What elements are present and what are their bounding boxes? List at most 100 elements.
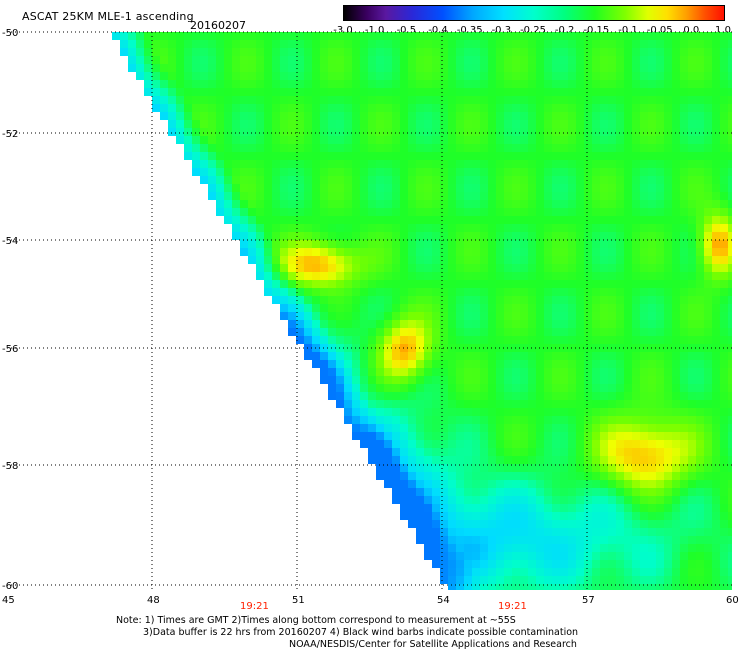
- swath-cell: [376, 336, 384, 344]
- swath-cell: [568, 304, 576, 312]
- swath-cell: [368, 352, 376, 360]
- swath-cell: [224, 200, 232, 208]
- swath-cell: [496, 528, 504, 536]
- swath-cell: [192, 128, 200, 136]
- swath-cell: [568, 32, 576, 40]
- swath-cell: [312, 128, 320, 136]
- swath-cell: [664, 64, 672, 72]
- swath-cell: [368, 224, 376, 232]
- swath-cell: [352, 192, 360, 200]
- swath-cell: [160, 64, 168, 72]
- swath-cell: [376, 384, 384, 392]
- swath-cell: [320, 328, 328, 336]
- swath-cell: [632, 440, 640, 448]
- swath-cell: [392, 312, 400, 320]
- swath-cell: [360, 152, 368, 160]
- swath-cell: [304, 152, 312, 160]
- swath-cell: [264, 264, 272, 272]
- swath-cell: [688, 464, 696, 472]
- swath-cell: [664, 360, 672, 368]
- swath-cell: [712, 56, 720, 64]
- swath-cell: [696, 200, 704, 208]
- swath-cell: [224, 88, 232, 96]
- swath-cell: [584, 464, 592, 472]
- swath-cell: [512, 352, 520, 360]
- swath-cell: [528, 152, 536, 160]
- swath-cell: [568, 104, 576, 112]
- swath-cell: [288, 120, 296, 128]
- swath-cell: [552, 248, 560, 256]
- swath-cell: [600, 112, 608, 120]
- swath-cell: [464, 576, 472, 584]
- swath-cell: [592, 248, 600, 256]
- swath-cell: [432, 216, 440, 224]
- swath-cell: [624, 392, 632, 400]
- swath-cell: [176, 40, 184, 48]
- swath-cell: [272, 136, 280, 144]
- swath-cell: [672, 48, 680, 56]
- swath-cell: [616, 168, 624, 176]
- swath-cell: [600, 96, 608, 104]
- swath-cell: [688, 72, 696, 80]
- swath-cell: [344, 376, 352, 384]
- swath-cell: [720, 184, 728, 192]
- swath-cell: [424, 280, 432, 288]
- swath-cell: [640, 104, 648, 112]
- swath-cell: [728, 448, 732, 456]
- swath-cell: [584, 376, 592, 384]
- swath-cell: [432, 376, 440, 384]
- swath-cell: [592, 208, 600, 216]
- swath-cell: [416, 232, 424, 240]
- swath-cell: [328, 360, 336, 368]
- swath-cell: [504, 400, 512, 408]
- swath-cell: [496, 104, 504, 112]
- swath-cell: [424, 392, 432, 400]
- swath-cell: [696, 248, 704, 256]
- swath-cell: [704, 360, 712, 368]
- swath-cell: [288, 96, 296, 104]
- swath-cell: [280, 56, 288, 64]
- swath-cell: [568, 576, 576, 584]
- swath-cell: [464, 424, 472, 432]
- swath-cell: [456, 296, 464, 304]
- swath-cell: [696, 352, 704, 360]
- swath-cell: [336, 128, 344, 136]
- swath-cell: [416, 504, 424, 512]
- swath-cell: [624, 488, 632, 496]
- swath-cell: [640, 88, 648, 96]
- swath-cell: [664, 112, 672, 120]
- swath-cell: [400, 232, 408, 240]
- swath-cell: [296, 192, 304, 200]
- swath-cell: [408, 320, 416, 328]
- swath-cell: [448, 96, 456, 104]
- swath-cell: [728, 456, 732, 464]
- swath-cell: [712, 208, 720, 216]
- swath-cell: [344, 208, 352, 216]
- swath-cell: [240, 80, 248, 88]
- swath-cell: [416, 96, 424, 104]
- swath-cell: [336, 304, 344, 312]
- swath-cell: [488, 528, 496, 536]
- swath-cell: [488, 224, 496, 232]
- swath-cell: [184, 104, 192, 112]
- swath-cell: [584, 440, 592, 448]
- swath-cell: [720, 160, 728, 168]
- swath-cell: [560, 384, 568, 392]
- swath-cell: [280, 272, 288, 280]
- swath-cell: [528, 376, 536, 384]
- swath-cell: [512, 120, 520, 128]
- swath-cell: [400, 32, 408, 40]
- swath-cell: [456, 112, 464, 120]
- swath-cell: [720, 200, 728, 208]
- swath-cell: [280, 152, 288, 160]
- swath-cell: [656, 72, 664, 80]
- swath-cell: [560, 40, 568, 48]
- swath-cell: [152, 96, 160, 104]
- swath-cell: [520, 472, 528, 480]
- swath-cell: [656, 112, 664, 120]
- swath-cell: [496, 576, 504, 584]
- swath-cell: [432, 200, 440, 208]
- swath-cell: [352, 120, 360, 128]
- swath-cell: [432, 56, 440, 64]
- swath-cell: [112, 32, 120, 40]
